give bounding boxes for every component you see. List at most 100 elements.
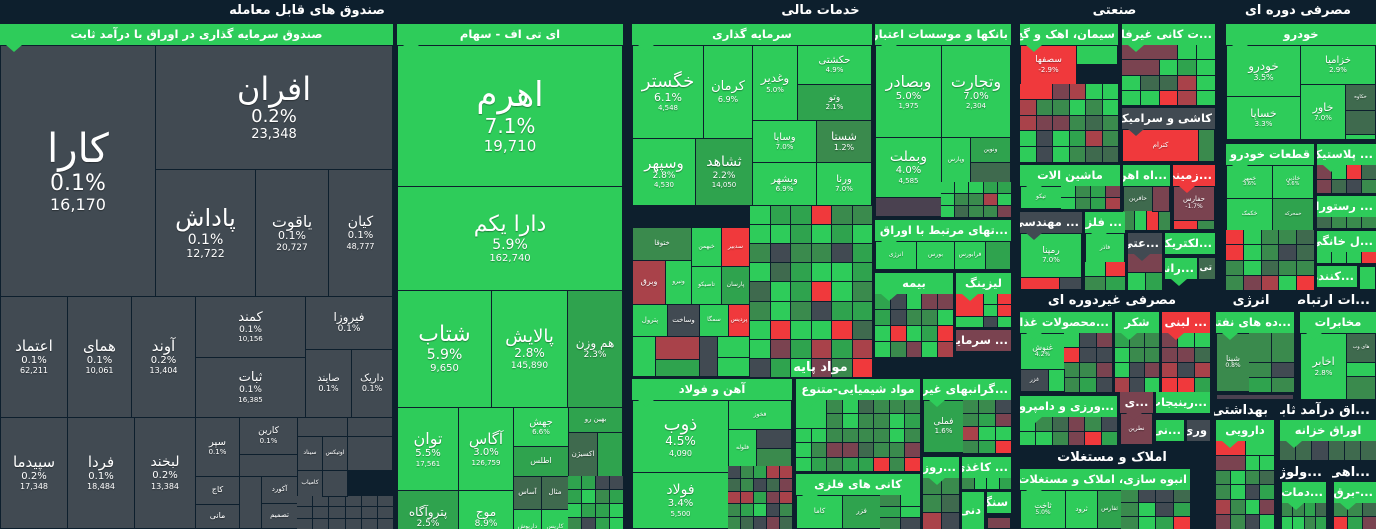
group-header[interactable]: ...محصولات غذایی xyxy=(1020,312,1112,333)
tile-small[interactable] xyxy=(1173,220,1198,230)
group-header[interactable]: سنگ xyxy=(987,492,1011,513)
group-plastic[interactable]: ... پلاستیک xyxy=(1317,144,1376,193)
tile-small[interactable] xyxy=(655,336,700,360)
group-header[interactable]: ... لبنی xyxy=(1162,312,1210,333)
tile-vniru[interactable]: ونیرو xyxy=(665,260,692,305)
tile-small[interactable] xyxy=(1152,186,1170,212)
group-header[interactable]: ای تی اف - سهام xyxy=(397,24,623,45)
group-header[interactable]: ... سرمایه xyxy=(956,330,1011,351)
group-header[interactable]: ... فلزی xyxy=(1085,212,1125,233)
tile-small[interactable] xyxy=(717,357,750,377)
group-header[interactable]: ...ت کانی غیرفلزی xyxy=(1122,24,1215,45)
tile-small[interactable] xyxy=(756,448,792,467)
group-tech-services[interactable]: ...دمات xyxy=(1282,482,1326,529)
tile-hkeshti[interactable]: حکشتی 4.9% xyxy=(797,45,872,85)
group-header[interactable]: ... مهندسی xyxy=(1020,212,1082,233)
tile-sabat[interactable]: ثبات 0.1% 16,385 xyxy=(195,357,306,418)
group-fixed-income-funds[interactable]: صندوق سرمایه گذاری در اوراق با درآمد ثاب… xyxy=(0,24,393,529)
group-steel[interactable]: آهن و فولاد ذوب 4.5% 4,090 فولاد 3.4% 5,… xyxy=(632,379,792,529)
group-header[interactable]: ...ورزی و دامپروری xyxy=(1020,396,1117,417)
tile-shepna[interactable]: شپنا 0.8% xyxy=(1216,333,1250,392)
group-electrical[interactable]: ...لکتریکی xyxy=(1165,233,1215,255)
group-header[interactable]: ...تهای مرتبط با اوراق بهادار xyxy=(875,220,1011,241)
tile-vbargh[interactable]: وبرق xyxy=(632,260,666,305)
group-header[interactable]: ...گرانبهای غیراهن xyxy=(923,379,1011,400)
group-vari[interactable]: وری xyxy=(1187,420,1210,445)
tile-small[interactable] xyxy=(1346,362,1376,377)
group-header[interactable]: خودرو xyxy=(1226,24,1376,45)
group-header[interactable]: ...روزن xyxy=(923,457,959,478)
tile-small[interactable] xyxy=(239,454,298,477)
tile-small[interactable] xyxy=(756,429,792,449)
tile-small[interactable] xyxy=(1346,376,1376,400)
tile-firuza[interactable]: فیروزا 0.1% xyxy=(305,296,393,350)
group-header[interactable]: اوراق خزانه xyxy=(1280,420,1376,441)
tile-vbsader[interactable]: وبصادر 5.0% 1,975 xyxy=(875,45,942,138)
group-header[interactable]: کاشی و سرامیک xyxy=(1122,108,1215,129)
tile-foolad[interactable]: فولاد 3.4% 5,500 xyxy=(632,472,729,529)
tile-small[interactable] xyxy=(985,241,1011,270)
group-header[interactable]: بیمه xyxy=(875,273,953,294)
tile-small[interactable] xyxy=(322,470,348,497)
tile-daryush[interactable]: داریوش xyxy=(513,509,542,529)
group-header[interactable]: دارویی xyxy=(1216,420,1274,441)
group-oil-products[interactable]: ...روزن xyxy=(923,457,959,529)
tile-shetab[interactable]: شتاب 5.9% 9,650 xyxy=(397,290,492,408)
tile-khazin[interactable]: خاذین 3.6% xyxy=(1272,165,1314,199)
tile-fkhuz[interactable]: فخوز xyxy=(728,400,792,430)
group-header[interactable]: ...ل خانگی xyxy=(1317,231,1376,252)
tile-mesal[interactable]: مثال xyxy=(541,476,569,510)
tile-small[interactable] xyxy=(347,436,393,471)
group-etf-stocks[interactable]: ای تی اف - سهام اهرم 7.1% 19,710 دارا یک… xyxy=(397,24,623,529)
group-paper[interactable]: ... کاغذی xyxy=(962,457,1011,489)
tile-vsapa[interactable]: وساپا 7.0% xyxy=(752,120,817,163)
tile-sinad[interactable]: سیناد xyxy=(297,436,323,471)
tile-small[interactable] xyxy=(875,197,942,217)
group-restaurant[interactable]: ... رستوران xyxy=(1317,196,1376,228)
tile-parsan[interactable]: پارسان xyxy=(721,266,750,305)
tile-kian[interactable]: کیان 0.1% 48,777 xyxy=(328,169,393,297)
tile-sarvad[interactable]: ثرود xyxy=(1065,490,1098,529)
tile-vsakht[interactable]: وساخت xyxy=(667,304,700,337)
tile-khavar[interactable]: خاور 7.0% xyxy=(1300,84,1346,140)
tile-tasiko[interactable]: تاصیکو xyxy=(691,266,722,305)
tile-sfars[interactable]: ثفارس xyxy=(1097,490,1122,529)
tile-separ[interactable]: سپر 0.1% xyxy=(195,417,240,477)
group-mass-construction[interactable]: انبوه سازی، املاک و مستغلات ثاخت 5.0% ثر… xyxy=(1020,469,1190,529)
group-dani[interactable]: دنی xyxy=(962,492,984,529)
tile-small[interactable] xyxy=(987,517,1011,529)
tile-shasta[interactable]: شستا 1.2% xyxy=(816,120,872,163)
group-investment[interactable]: سرمایه گذاری خگستر 6.1% 4,548 کرمان 6.9%… xyxy=(632,24,872,377)
group-header[interactable]: ...عتی xyxy=(1128,233,1162,254)
tile-homay[interactable]: همای 0.1% 10,061 xyxy=(67,296,132,418)
tile-atlas[interactable]: اطلس xyxy=(513,446,569,477)
tile-kara[interactable]: کارا 0.1% 16,170 xyxy=(0,45,156,297)
tile-small[interactable] xyxy=(1059,277,1082,290)
tile-small[interactable] xyxy=(1020,277,1060,290)
tile-tasmim[interactable]: تصمیم xyxy=(261,503,298,529)
tile-agas[interactable]: آگاس 3.0% 126,759 xyxy=(458,407,514,491)
group-dairy[interactable]: ... لبنی xyxy=(1162,312,1210,392)
group-header[interactable]: ... کاغذی xyxy=(962,457,1011,478)
group-header[interactable]: ...ی xyxy=(1120,392,1153,413)
tile-khsapa[interactable]: خساپا 3.3% xyxy=(1226,96,1301,140)
tile-small[interactable] xyxy=(1197,220,1215,230)
tile-khkomak[interactable]: خکمک xyxy=(1226,198,1273,231)
group-misc[interactable]: ...ی نطرین xyxy=(1120,392,1153,445)
group-auto-parts[interactable]: قطعات خودرو خمهر 3.6% خاذین 3.6% خکمک خم… xyxy=(1226,144,1314,290)
tile-small[interactable] xyxy=(632,336,656,377)
tile-hafarin[interactable]: حافرین xyxy=(1123,186,1153,212)
group-precious-metals[interactable]: ...گرانبهای غیراهن فملی 1.6% xyxy=(923,379,1011,453)
tile-vatoo[interactable]: وتو 2.1% xyxy=(797,84,872,121)
group-header[interactable]: ...زمینی xyxy=(1173,165,1215,186)
group-pharma[interactable]: دارویی xyxy=(1216,420,1274,529)
group-metal-products[interactable]: ... فلزی فاذر xyxy=(1085,212,1125,290)
group-header[interactable]: ... پلاستیک xyxy=(1317,144,1376,165)
tile-moj[interactable]: موج 8.9% xyxy=(458,490,514,529)
group-tile-ceramic[interactable]: کاشی و سرامیک کترام xyxy=(1122,108,1215,162)
group-header[interactable]: آهن و فولاد xyxy=(632,379,792,400)
tile-vnovin[interactable]: ونوین xyxy=(970,137,1011,163)
tile-jahesh[interactable]: جهش 6.6% xyxy=(513,407,569,447)
tile-small[interactable] xyxy=(1345,134,1376,140)
group-header[interactable]: انبوه سازی، املاک و مستغلات xyxy=(1020,469,1190,490)
